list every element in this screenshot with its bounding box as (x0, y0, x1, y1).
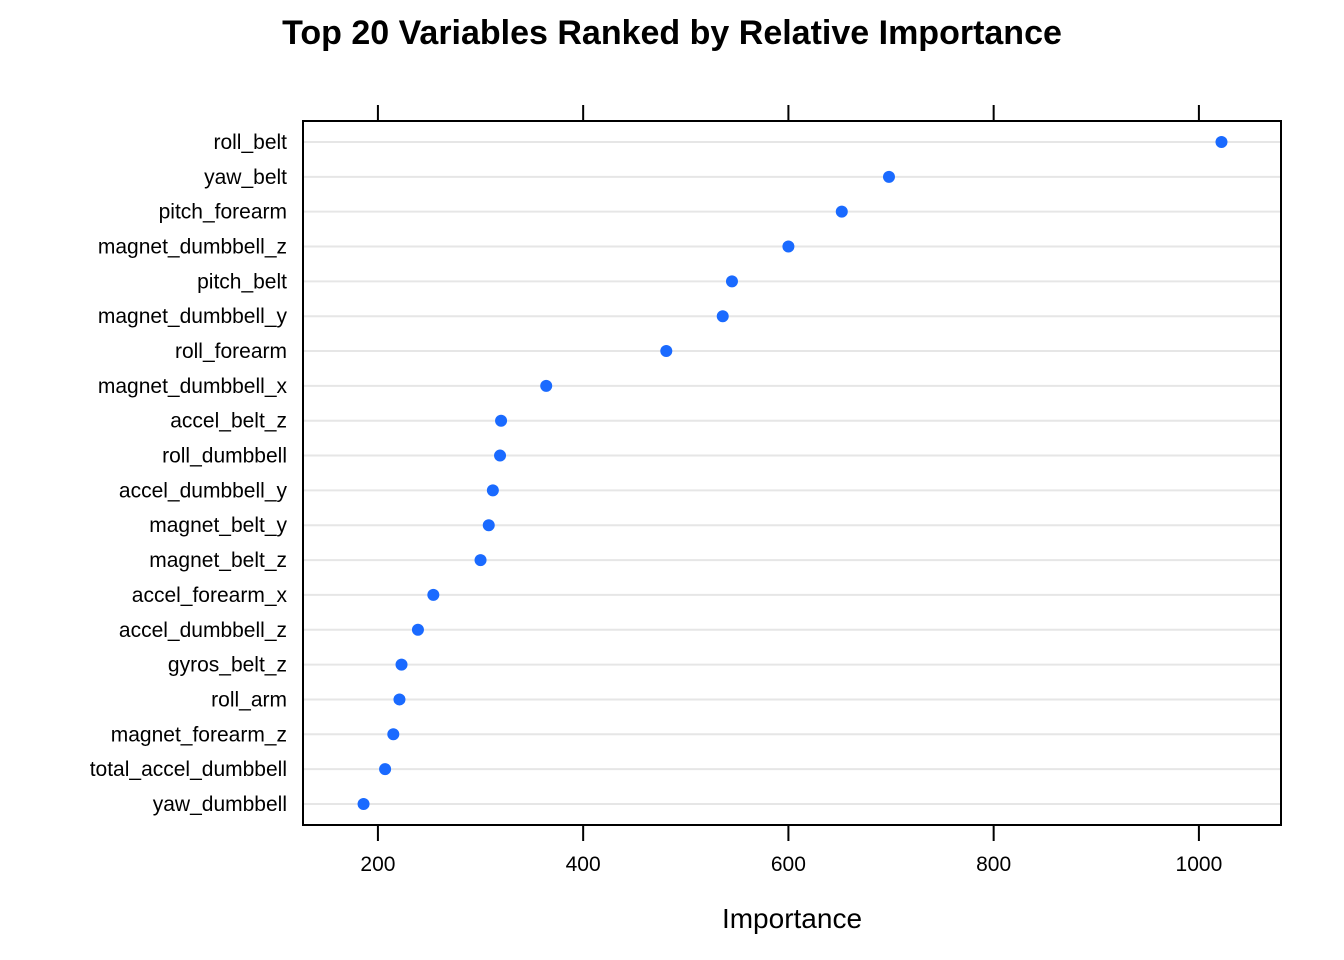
x-axis-label: Importance (722, 903, 862, 934)
x-tick-label: 400 (566, 853, 601, 876)
data-point (474, 554, 487, 567)
data-point (540, 379, 553, 392)
data-point (427, 588, 440, 601)
data-point (660, 345, 673, 358)
data-point (395, 658, 408, 671)
x-tick-label: 200 (360, 853, 395, 876)
category-label: roll_forearm (175, 340, 287, 363)
category-label: yaw_dumbbell (153, 793, 287, 816)
data-point (486, 484, 499, 497)
data-point (716, 310, 729, 323)
category-label: pitch_forearm (159, 201, 287, 224)
data-point (882, 170, 895, 183)
x-tick-label: 800 (976, 853, 1011, 876)
category-label: accel_forearm_x (132, 584, 288, 607)
category-label: pitch_belt (197, 270, 287, 293)
category-label: magnet_dumbbell_x (98, 375, 288, 398)
category-label: total_accel_dumbbell (90, 758, 287, 781)
chart-title: Top 20 Variables Ranked by Relative Impo… (282, 14, 1062, 52)
data-point (782, 240, 795, 253)
category-label: accel_belt_z (170, 410, 287, 433)
data-point (387, 728, 400, 741)
data-point (1215, 136, 1228, 148)
category-label: gyros_belt_z (168, 654, 287, 677)
category-label: roll_arm (211, 688, 287, 711)
category-label: magnet_belt_y (149, 514, 287, 537)
data-point (482, 519, 495, 532)
data-point (835, 205, 848, 218)
data-point (393, 693, 406, 706)
category-label: magnet_forearm_z (111, 723, 287, 746)
data-point (495, 414, 508, 427)
category-label: magnet_dumbbell_y (98, 305, 288, 328)
x-tick-label: 600 (771, 853, 806, 876)
plot-frame (302, 120, 1282, 826)
category-label: roll_dumbbell (162, 445, 287, 468)
category-label: accel_dumbbell_y (119, 479, 288, 502)
y-axis-category-labels: roll_belt yaw_belt pitch_forearm magnet_dum… (90, 131, 288, 816)
category-label: magnet_dumbbell_z (98, 236, 287, 259)
data-point (357, 797, 370, 810)
category-label: yaw_belt (204, 166, 287, 189)
x-axis-ticks: 200 400 600 800 1000 (360, 105, 1222, 876)
data-point (494, 449, 507, 462)
data-point (411, 623, 424, 636)
category-label: accel_dumbbell_z (119, 619, 287, 642)
category-label: roll_belt (213, 131, 287, 154)
x-tick-label: 1000 (1176, 853, 1223, 876)
category-label: magnet_belt_z (149, 549, 287, 572)
data-point (725, 275, 738, 288)
data-points (357, 136, 1228, 810)
data-point (379, 763, 392, 776)
grid-lines (304, 141, 1280, 805)
